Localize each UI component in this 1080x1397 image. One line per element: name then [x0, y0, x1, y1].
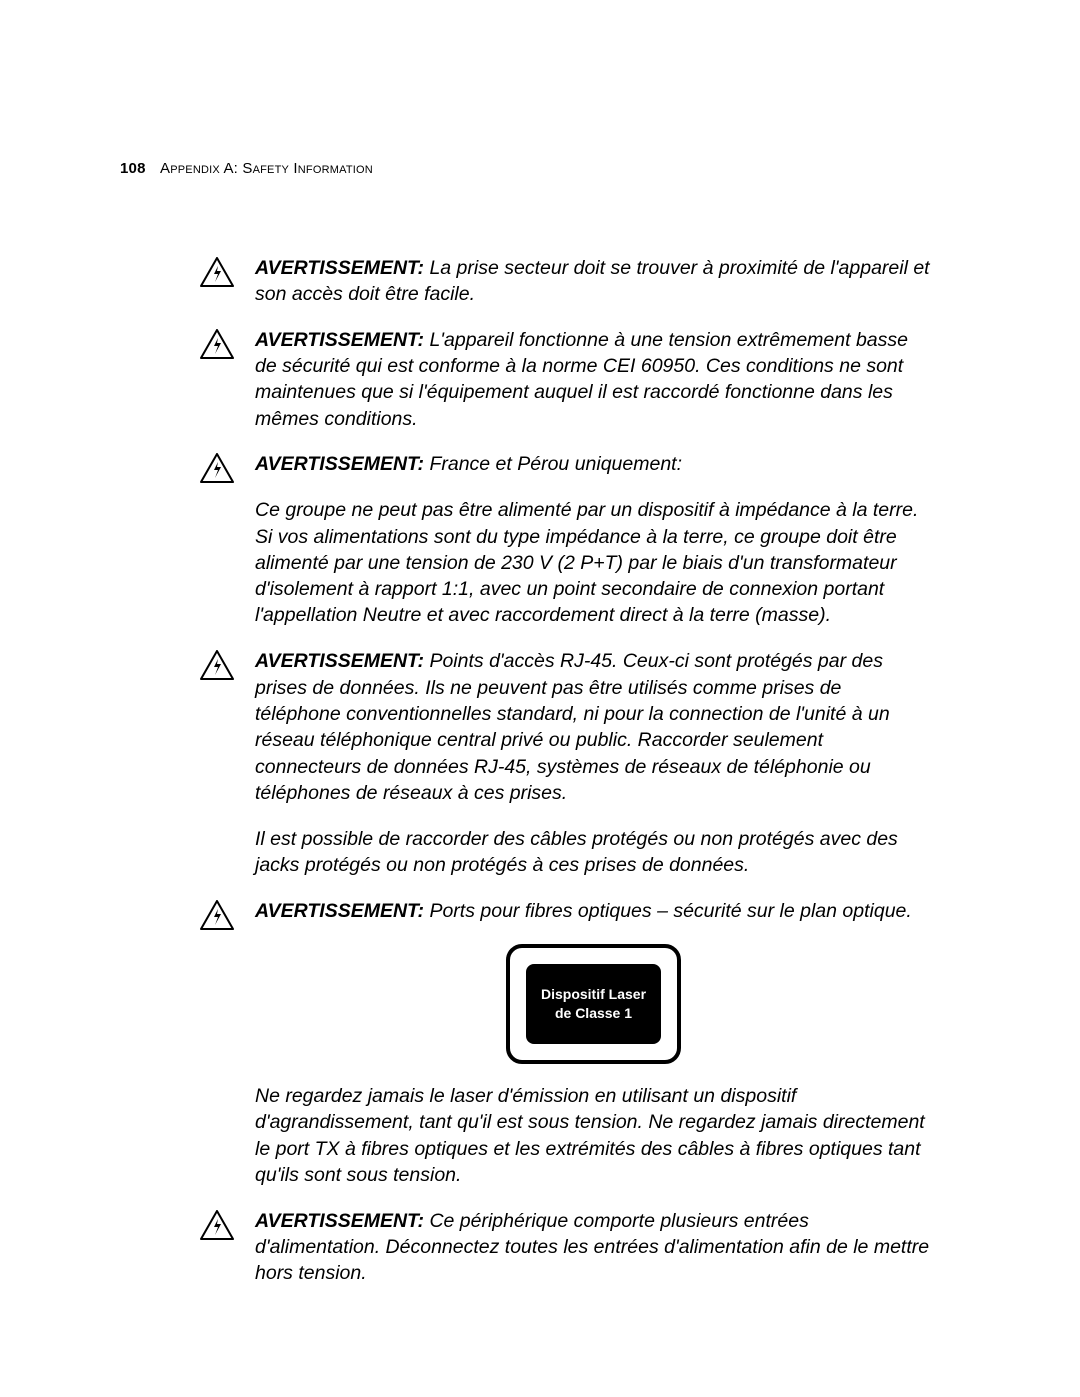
page-number: 108 [120, 160, 146, 177]
warning-block: AVERTISSEMENT: La prise secteur doit se … [255, 255, 932, 308]
electrical-hazard-icon [200, 257, 234, 287]
content-column: AVERTISSEMENT: La prise secteur doit se … [255, 235, 932, 1306]
warning-lead: AVERTISSEMENT: [255, 257, 424, 279]
laser-line1: Dispositif Laser [541, 985, 646, 1004]
electrical-hazard-icon [200, 650, 234, 680]
page: 108 Appendix A: Safety Information AVERT… [0, 0, 1080, 1397]
running-header: 108 Appendix A: Safety Information [120, 160, 373, 177]
appendix-label: Appendix A: Safety Information [160, 160, 373, 177]
laser-label-frame: Dispositif Laser de Classe 1 [506, 944, 681, 1064]
laser-label-inner: Dispositif Laser de Classe 1 [526, 964, 661, 1044]
warning-lead: AVERTISSEMENT: [255, 650, 424, 672]
warning-text: AVERTISSEMENT: La prise secteur doit se … [255, 255, 932, 308]
warning-text: AVERTISSEMENT: Ports pour fibres optique… [255, 898, 932, 924]
warning-body: Ports pour fibres optiques – sécurité su… [424, 900, 912, 922]
warning-block: AVERTISSEMENT: France et Pérou uniquemen… [255, 451, 932, 628]
warning-block: AVERTISSEMENT: Ports pour fibres optique… [255, 898, 932, 1189]
warning-lead: AVERTISSEMENT: [255, 453, 424, 475]
warning-lead: AVERTISSEMENT: [255, 329, 424, 351]
warning-block: AVERTISSEMENT: Points d'accès RJ-45. Ceu… [255, 648, 932, 878]
warning-extra: Ce groupe ne peut pas être alimenté par … [255, 497, 932, 629]
warning-block: AVERTISSEMENT: L'appareil fonctionne à u… [255, 327, 932, 432]
electrical-hazard-icon [200, 1210, 234, 1240]
warning-text: AVERTISSEMENT: L'appareil fonctionne à u… [255, 327, 932, 432]
warning-extra: Il est possible de raccorder des câbles … [255, 826, 932, 879]
warning-body: Points d'accès RJ-45. Ceux-ci sont proté… [255, 650, 890, 804]
warning-extra: Ne regardez jamais le laser d'émission e… [255, 1083, 932, 1188]
electrical-hazard-icon [200, 900, 234, 930]
warning-lead: AVERTISSEMENT: [255, 900, 424, 922]
warning-text: AVERTISSEMENT: Ce périphérique comporte … [255, 1208, 932, 1287]
warning-lead: AVERTISSEMENT: [255, 1210, 424, 1232]
laser-label: Dispositif Laser de Classe 1 [255, 944, 932, 1064]
electrical-hazard-icon [200, 329, 234, 359]
warning-text: AVERTISSEMENT: France et Pérou uniquemen… [255, 451, 932, 477]
electrical-hazard-icon [200, 453, 234, 483]
warning-body: France et Pérou uniquement: [424, 453, 682, 475]
warning-block: AVERTISSEMENT: Ce périphérique comporte … [255, 1208, 932, 1287]
laser-line2: de Classe 1 [555, 1004, 632, 1023]
warning-text: AVERTISSEMENT: Points d'accès RJ-45. Ceu… [255, 648, 932, 806]
